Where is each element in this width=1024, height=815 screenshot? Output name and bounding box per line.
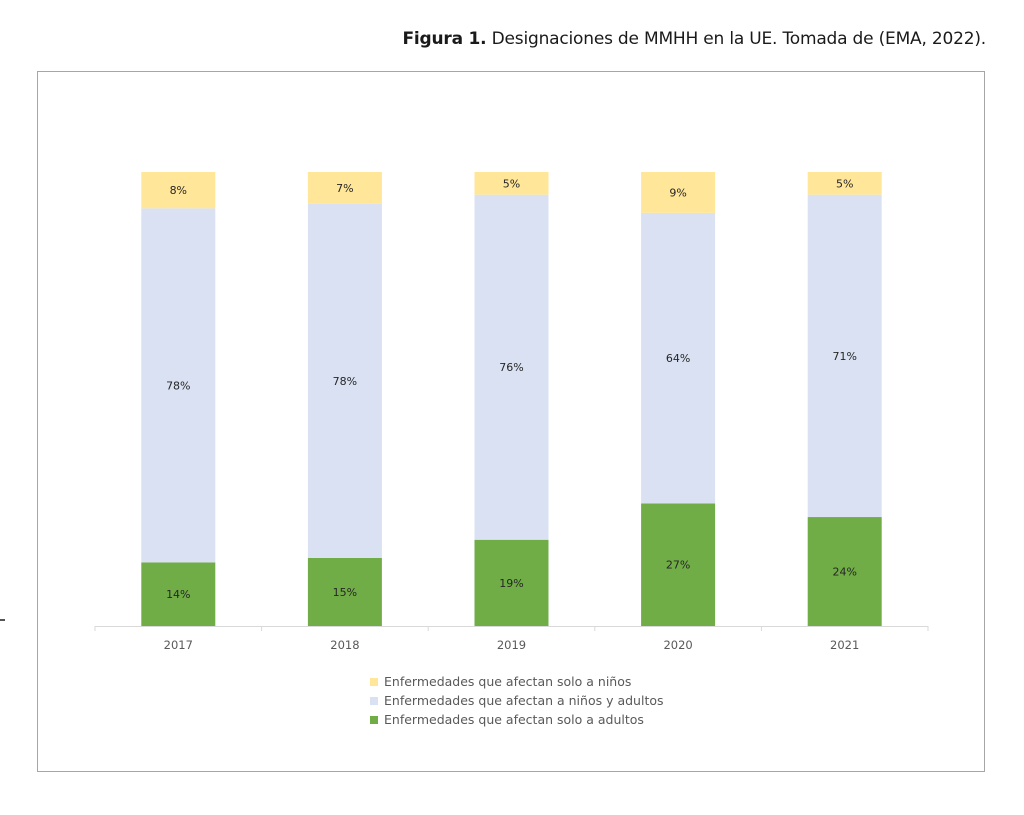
legend-item-ninos_y_adultos: Enfermedades que afectan a niños y adult… bbox=[370, 691, 664, 710]
chart-frame bbox=[37, 71, 985, 772]
data-label-solo_ninos-2019: 5% bbox=[503, 177, 520, 190]
bar-segment-solo_ninos-2020 bbox=[641, 172, 716, 213]
bar-segment-solo_ninos-2017 bbox=[141, 172, 216, 209]
bar-segment-ninos_y_adultos-2017 bbox=[141, 208, 216, 563]
bar-segment-solo_adultos-2020 bbox=[641, 503, 716, 626]
x-tick-label-2017: 2017 bbox=[164, 638, 193, 652]
legend-item-solo_ninos: Enfermedades que afectan solo a niños bbox=[370, 672, 664, 691]
bar-segment-ninos_y_adultos-2018 bbox=[307, 203, 382, 558]
data-label-solo_adultos-2020: 27% bbox=[666, 559, 690, 572]
bar-segment-solo_ninos-2021 bbox=[807, 172, 882, 195]
data-label-ninos_y_adultos-2021: 71% bbox=[832, 350, 856, 363]
legend-label-solo_adultos: Enfermedades que afectan solo a adultos bbox=[384, 712, 644, 727]
bar-segment-ninos_y_adultos-2021 bbox=[807, 194, 882, 518]
data-label-ninos_y_adultos-2017: 78% bbox=[166, 379, 190, 392]
x-tick-label-2021: 2021 bbox=[830, 638, 859, 652]
data-label-ninos_y_adultos-2020: 64% bbox=[666, 352, 690, 365]
figure-caption-label: Figura 1. bbox=[402, 29, 487, 49]
bar-segment-solo_adultos-2018 bbox=[307, 557, 382, 626]
bar-segment-ninos_y_adultos-2019 bbox=[474, 194, 549, 540]
data-label-solo_adultos-2019: 19% bbox=[499, 577, 523, 590]
bar-segment-solo_adultos-2019 bbox=[474, 539, 549, 626]
data-label-solo_ninos-2018: 7% bbox=[336, 182, 353, 195]
bar-segment-solo_adultos-2017 bbox=[141, 562, 216, 626]
data-label-solo_ninos-2020: 9% bbox=[669, 186, 686, 199]
bar-segment-solo_ninos-2019 bbox=[474, 172, 549, 195]
edge-mark bbox=[0, 619, 5, 621]
legend-item-solo_adultos: Enfermedades que afectan solo a adultos bbox=[370, 710, 664, 729]
data-label-ninos_y_adultos-2018: 78% bbox=[333, 375, 357, 388]
legend-label-solo_ninos: Enfermedades que afectan solo a niños bbox=[384, 674, 632, 689]
x-tick-label-2020: 2020 bbox=[663, 638, 692, 652]
data-label-solo_adultos-2017: 14% bbox=[166, 588, 190, 601]
bar-segment-solo_ninos-2018 bbox=[307, 172, 382, 204]
legend-label-ninos_y_adultos: Enfermedades que afectan a niños y adult… bbox=[384, 693, 664, 708]
chart-legend: Enfermedades que afectan solo a niños Enf… bbox=[370, 672, 664, 729]
x-tick-label-2018: 2018 bbox=[330, 638, 359, 652]
data-label-solo_ninos-2021: 5% bbox=[836, 177, 853, 190]
legend-swatch-solo_ninos bbox=[370, 677, 378, 686]
bar-segment-ninos_y_adultos-2020 bbox=[641, 212, 716, 504]
bar-segment-solo_adultos-2021 bbox=[807, 517, 882, 626]
x-tick-label-2019: 2019 bbox=[497, 638, 526, 652]
data-label-solo_adultos-2018: 15% bbox=[333, 586, 357, 599]
legend-swatch-ninos_y_adultos bbox=[370, 696, 378, 705]
data-label-solo_adultos-2021: 24% bbox=[832, 566, 856, 579]
data-label-solo_ninos-2017: 8% bbox=[170, 184, 187, 197]
figure-caption-text: Designaciones de MMHH en la UE. Tomada d… bbox=[486, 29, 987, 49]
data-label-ninos_y_adultos-2019: 76% bbox=[499, 361, 523, 374]
figure-caption: Figura 1. Designaciones de MMHH en la UE… bbox=[402, 29, 986, 49]
legend-swatch-solo_adultos bbox=[370, 715, 378, 724]
